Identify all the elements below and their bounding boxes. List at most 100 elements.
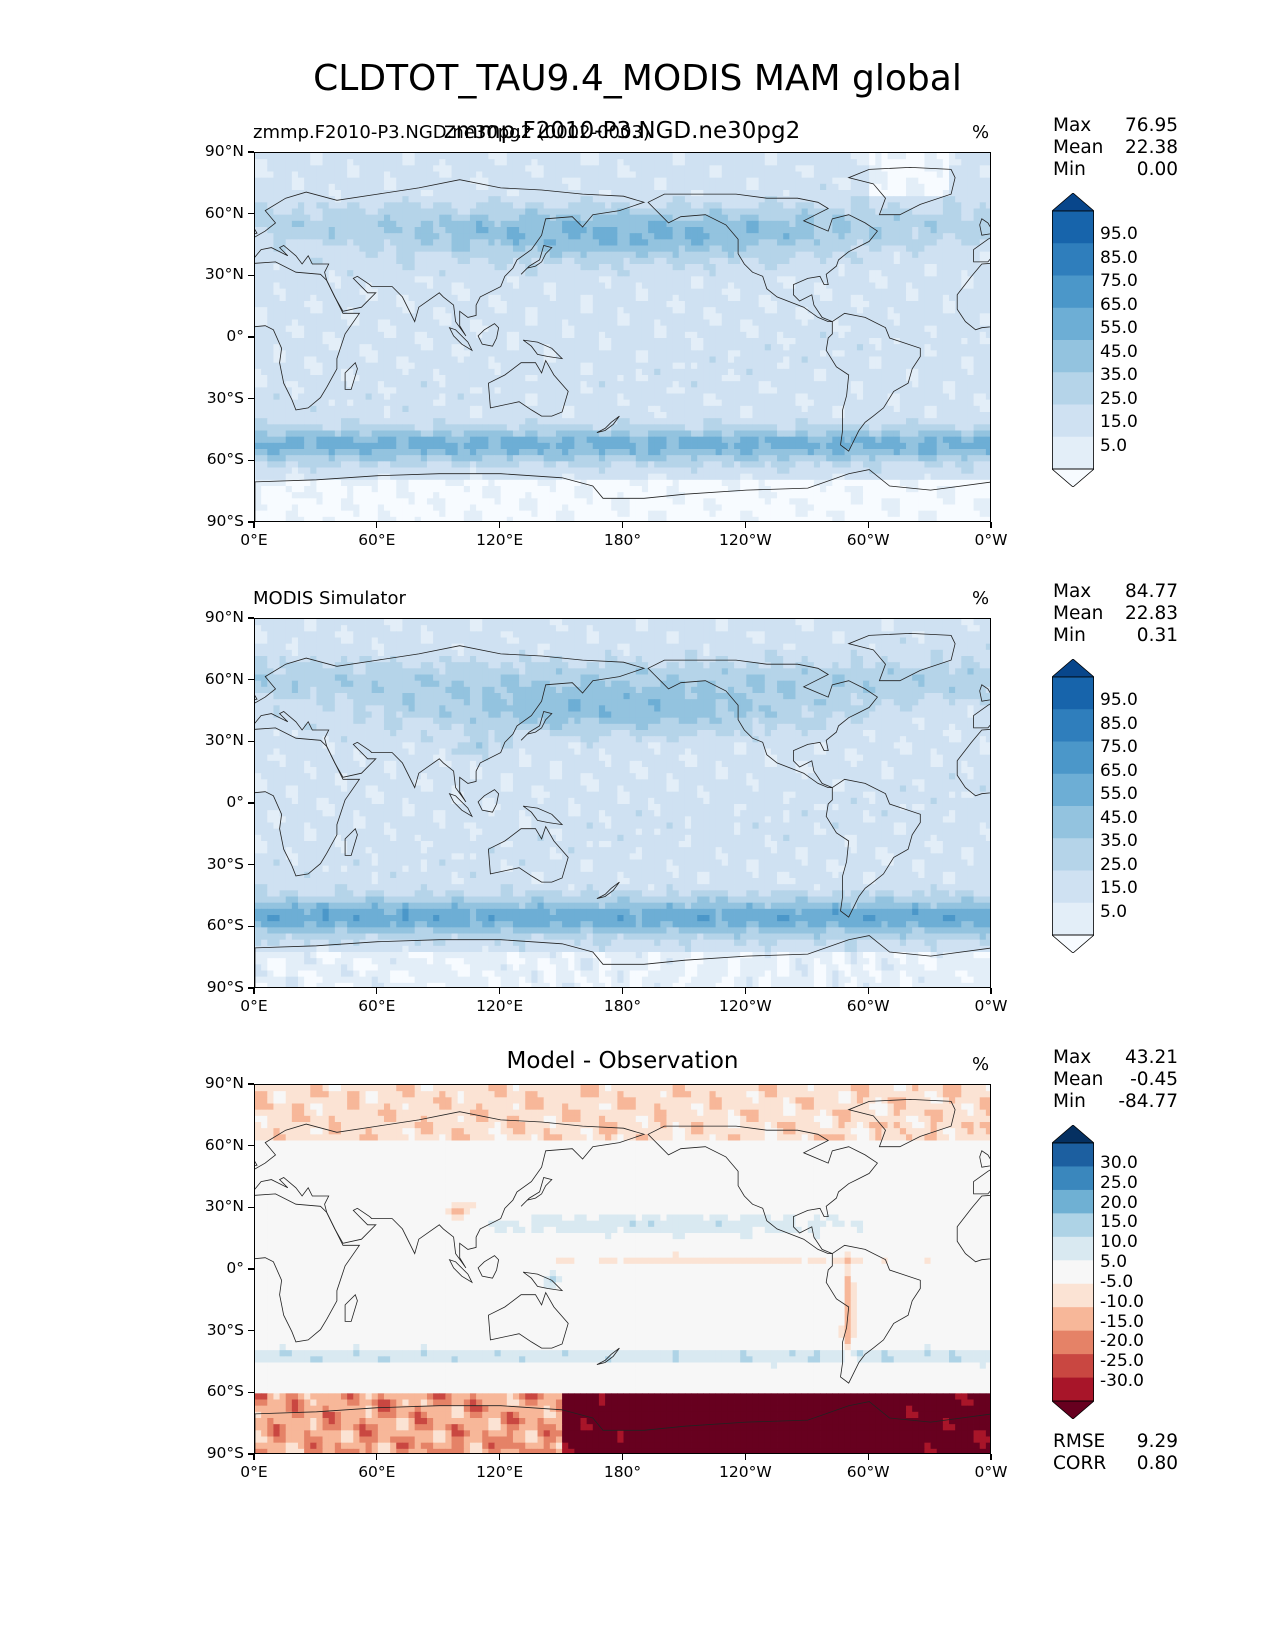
heatmap-cell [261, 251, 268, 259]
heatmap-cell [512, 270, 520, 277]
heatmap-cell [359, 344, 366, 351]
heatmap-cell [365, 399, 373, 407]
heatmap-cell [390, 177, 397, 185]
heatmap-cell [445, 405, 452, 413]
heatmap-cell [789, 264, 796, 271]
heatmap-cell [875, 393, 882, 401]
heatmap-cell [340, 356, 348, 364]
heatmap-cell [506, 301, 514, 308]
heatmap-cell [697, 159, 704, 166]
heatmap-cell [709, 251, 717, 259]
heatmap-cell [383, 257, 391, 265]
heatmap-cell [451, 202, 459, 209]
heatmap-cell [887, 313, 895, 320]
heatmap-cell [568, 251, 575, 259]
heatmap-cell [973, 190, 981, 197]
heatmap-cell [592, 405, 600, 413]
heatmap-cell [801, 214, 809, 222]
heatmap-cell [291, 276, 299, 283]
heatmap-cell [586, 233, 594, 240]
heatmap-cell [310, 257, 317, 265]
heatmap-cell [297, 325, 305, 333]
heatmap-cell [574, 159, 581, 166]
heatmap-cell [512, 183, 520, 191]
heatmap-cell [734, 387, 741, 394]
heatmap-cell [482, 251, 489, 259]
heatmap-cell [641, 171, 649, 179]
heatmap-cell [605, 307, 612, 314]
heatmap-cell [340, 319, 348, 327]
heatmap-cell [869, 325, 876, 333]
heatmap-cell [328, 282, 336, 290]
heatmap-cell [328, 251, 336, 259]
heatmap-cell [666, 227, 674, 234]
heatmap-cell [316, 159, 323, 166]
heatmap-cell [813, 177, 821, 185]
heatmap-cell [261, 301, 268, 308]
heatmap-cell [678, 381, 686, 388]
heatmap-cell [408, 153, 416, 160]
heatmap-cell [267, 264, 274, 271]
heatmap-cell [304, 276, 311, 283]
heatmap-cell [942, 338, 950, 345]
heatmap-cell [783, 356, 790, 364]
heatmap-cell [574, 387, 581, 394]
heatmap-cell [420, 165, 428, 172]
heatmap-cell [721, 190, 729, 197]
heatmap-cell [255, 338, 262, 345]
heatmap-cell [506, 375, 514, 382]
heatmap-cell [611, 227, 618, 234]
heatmap-cell [758, 153, 766, 160]
heatmap-cell [574, 276, 581, 283]
heatmap-cell [500, 276, 508, 283]
heatmap-cell [795, 251, 803, 259]
heatmap-cell [850, 257, 858, 265]
heatmap-cell [985, 301, 990, 308]
heatmap-cell [267, 251, 274, 259]
heatmap-cell [942, 264, 950, 271]
heatmap-cell [875, 344, 882, 351]
heatmap-cell [721, 368, 729, 376]
heatmap-cell [893, 196, 901, 203]
heatmap-cell [445, 270, 452, 277]
heatmap-cell [967, 153, 974, 160]
heatmap-cell [863, 362, 870, 370]
heatmap-cell [985, 381, 990, 388]
heatmap-cell [777, 220, 784, 228]
heatmap-cell [684, 276, 692, 283]
heatmap-cell [807, 276, 815, 283]
heatmap-cell [598, 362, 606, 370]
heatmap-cell [770, 399, 778, 407]
heatmap-cell [291, 165, 299, 172]
heatmap-cell [512, 288, 520, 296]
heatmap-cell [660, 288, 667, 296]
heatmap-cell [734, 153, 741, 160]
heatmap-cell [697, 196, 704, 203]
heatmap-cell [519, 227, 526, 234]
heatmap-cell [279, 276, 287, 283]
heatmap-cell [979, 159, 987, 166]
heatmap-cell [684, 165, 692, 172]
heatmap-cell [316, 208, 323, 216]
heatmap-cell [543, 227, 551, 234]
heatmap-cell [832, 227, 839, 234]
heatmap-cell [371, 368, 379, 376]
heatmap-cell [261, 331, 268, 339]
heatmap-cell [377, 220, 385, 228]
heatmap-cell [371, 264, 379, 271]
heatmap-cell [856, 165, 864, 172]
heatmap-cell [383, 393, 391, 401]
heatmap-cell [918, 165, 925, 172]
heatmap-cell [316, 264, 323, 271]
heatmap-cell [273, 177, 280, 185]
heatmap-cell [353, 381, 360, 388]
heatmap-cell [703, 190, 710, 197]
heatmap-cell [500, 227, 508, 234]
heatmap-cell [899, 202, 907, 209]
heatmap-cell [856, 325, 864, 333]
heatmap-cell [476, 313, 483, 320]
heatmap-cell [396, 381, 403, 388]
heatmap-cell [654, 233, 661, 240]
heatmap-cell [893, 165, 901, 172]
heatmap-cell [691, 177, 698, 185]
